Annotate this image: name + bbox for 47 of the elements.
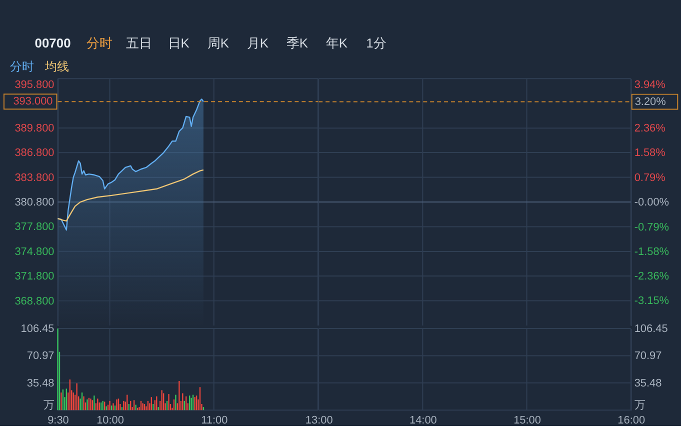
text: 周K	[207, 36, 230, 51]
x-tick-label: 15:00	[514, 414, 541, 427]
y-tick-label: 383.800	[14, 172, 54, 184]
y-tick-label: 371.800	[14, 270, 54, 283]
y2-tick-label: -0.00%	[634, 196, 670, 209]
y-tick-label: 389.800	[14, 122, 54, 134]
y2-tick-label: 35.48	[634, 377, 662, 390]
chart-title: 00700	[34, 36, 71, 51]
y-tick-label: 70.97	[26, 350, 54, 362]
text: 五日	[126, 36, 152, 51]
y2-tick-label: -3.15%	[634, 295, 670, 308]
y2-tick-label: 2.36%	[634, 122, 666, 135]
y2-tick-label: 3.94%	[634, 79, 666, 92]
y2-tick-label: -0.79%	[634, 221, 670, 234]
text: 分时	[86, 36, 113, 51]
text: 年K	[326, 36, 348, 51]
x-tick-label: 16:00	[618, 414, 646, 427]
x-tick-label: 13:00	[305, 414, 333, 427]
y-tick-label: 374.800	[14, 246, 54, 258]
y-tick-label: 377.800	[14, 221, 54, 234]
x-tick-label: 14:00	[409, 414, 437, 427]
y-tick-label: 386.800	[14, 147, 54, 160]
y-tick-label: 万	[43, 400, 54, 412]
text: 1分	[366, 36, 386, 51]
ref-line-label: 3.20%	[634, 96, 666, 108]
x-tick-label: 10:00	[96, 414, 124, 427]
line-series	[57, 169, 204, 222]
text: 均线	[44, 60, 69, 74]
x-tick-label: 11:00	[201, 414, 228, 427]
text: 日K	[168, 36, 190, 51]
y2-tick-label: 70.97	[634, 350, 662, 362]
text: 月K	[246, 36, 269, 51]
y-tick-label: 106.45	[20, 322, 54, 335]
y-tick-label: 35.48	[26, 377, 54, 390]
y-tick-label: 395.800	[14, 79, 54, 92]
y-tick-label: 380.800	[14, 196, 54, 209]
y-tick-label: 368.800	[14, 295, 54, 308]
y2-tick-label: 1.58%	[634, 147, 666, 160]
y2-tick-label: 106.45	[634, 322, 668, 335]
y2-tick-label: 万	[634, 400, 646, 412]
ref-line-label: 393.000	[13, 96, 53, 108]
y2-tick-label: 0.79%	[634, 172, 666, 184]
text: 分时	[10, 60, 34, 74]
y2-tick-label: -2.36%	[634, 270, 670, 282]
x-tick-label: 9:30	[48, 414, 69, 427]
text: 季K	[286, 36, 308, 51]
y2-tick-label: -1.58%	[634, 246, 670, 258]
